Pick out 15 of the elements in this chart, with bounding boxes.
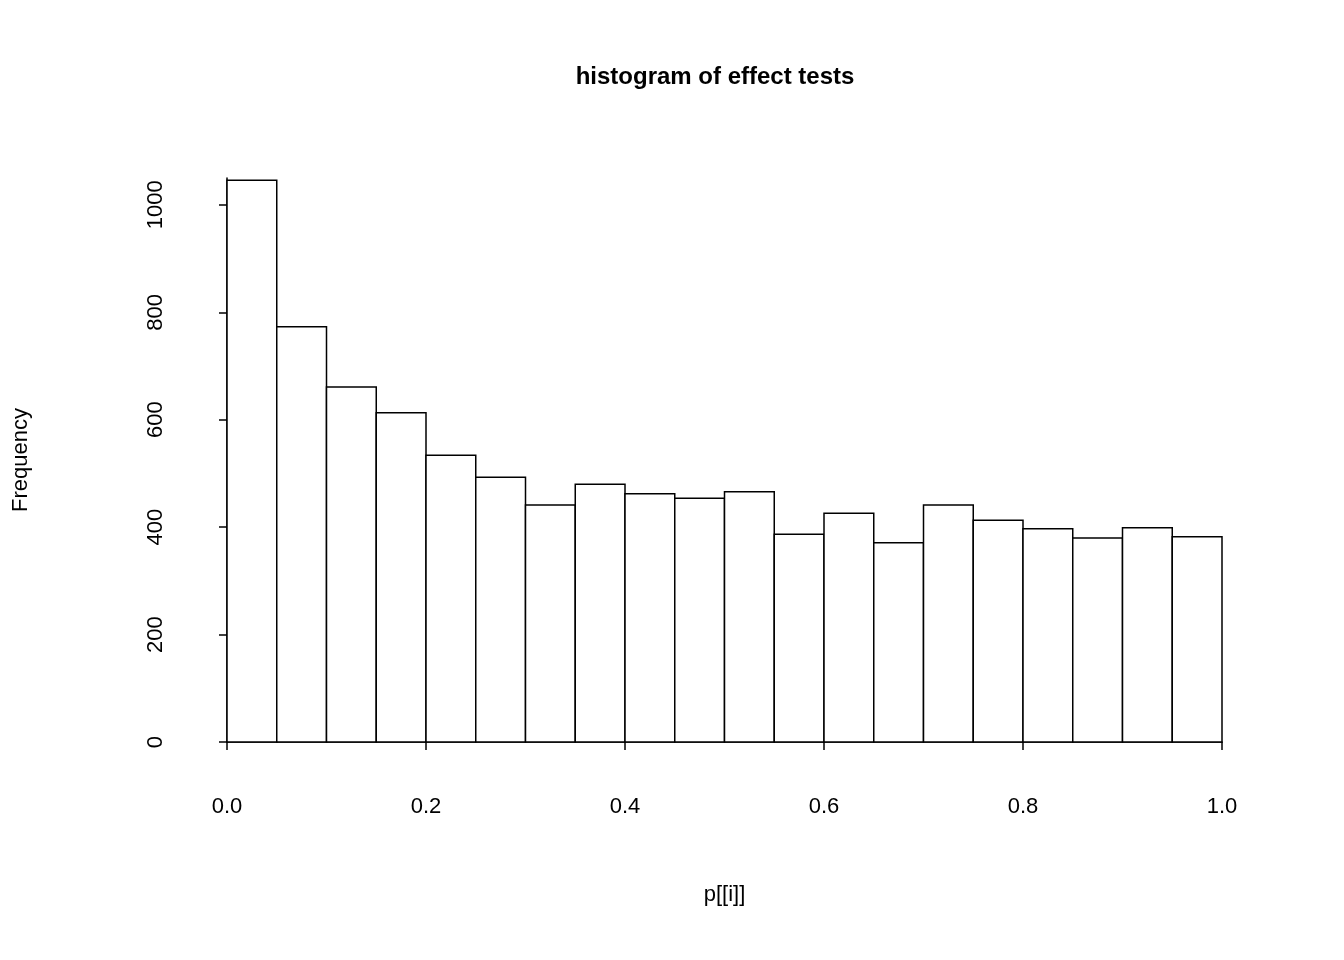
x-tick-label: 0.0	[211, 792, 243, 818]
x-tick-label: 0.8	[1007, 792, 1039, 818]
y-tick-label: 0	[141, 735, 167, 749]
y-tick-label: 200	[141, 616, 167, 653]
chart-title: histogram of effect tests	[575, 61, 855, 89]
x-tick-label: 0.2	[410, 792, 442, 818]
y-tick-label: 400	[141, 508, 167, 546]
x-tick-label: 0.4	[609, 792, 641, 818]
x-tick-label: 1.0	[1206, 792, 1238, 818]
y-tick-label: 800	[141, 293, 167, 331]
x-axis-title: p[[i]]	[703, 880, 746, 906]
y-axis-title: Frequency	[6, 408, 32, 512]
y-tick-label: 600	[141, 401, 167, 439]
x-tick-label: 0.6	[808, 792, 840, 818]
y-tick-label: 1000	[141, 180, 167, 230]
